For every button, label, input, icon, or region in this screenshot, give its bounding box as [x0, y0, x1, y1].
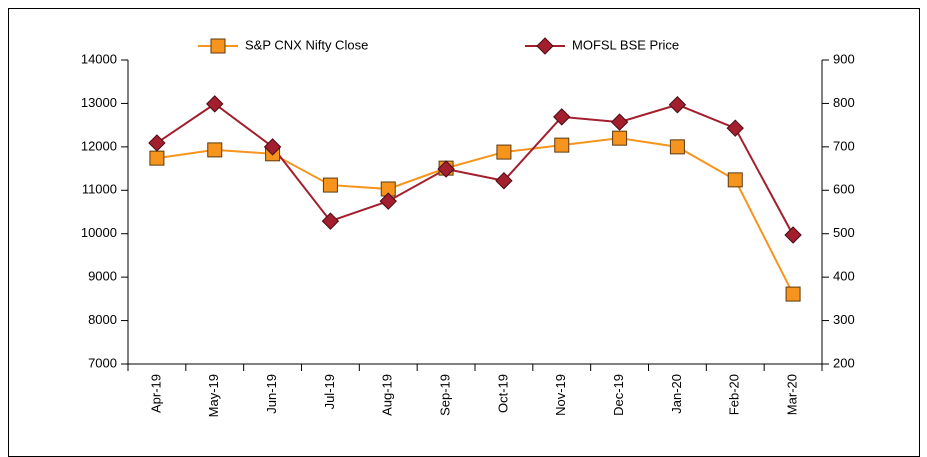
x-tick-label: Mar-20 — [785, 374, 800, 415]
data-point — [149, 150, 165, 166]
y2-tick-label: 500 — [833, 225, 855, 240]
data-point — [495, 172, 513, 190]
x-tick-label: Sep-19 — [438, 374, 453, 416]
y-tick-label: 14000 — [81, 51, 117, 66]
data-point — [669, 139, 685, 155]
data-point — [553, 108, 571, 126]
y2-tick-label: 900 — [833, 51, 855, 66]
y-tick-label: 9000 — [88, 269, 117, 284]
legend-marker — [210, 38, 226, 54]
data-point — [785, 286, 801, 302]
y-tick-label: 11000 — [82, 182, 117, 197]
series-line — [156, 102, 794, 236]
y2-tick-label: 200 — [833, 355, 855, 370]
x-tick-label: Dec-19 — [611, 374, 626, 416]
x-tick-label: Aug-19 — [380, 374, 395, 416]
data-point — [148, 134, 166, 152]
legend-label: MOFSL BSE Price — [572, 37, 679, 52]
data-point — [668, 96, 687, 114]
data-point — [263, 138, 282, 156]
data-point — [437, 160, 455, 178]
x-tick-label: Jul-19 — [322, 374, 337, 409]
y2-tick-label: 400 — [833, 269, 855, 284]
legend-label: S&P CNX Nifty Close — [245, 37, 368, 52]
y2-tick-label: 700 — [833, 138, 855, 153]
data-point — [610, 113, 629, 131]
data-point — [496, 144, 512, 160]
y2-tick-label: 800 — [833, 95, 855, 110]
y-tick-label: 12000 — [81, 138, 117, 153]
chart-frame — [8, 8, 920, 457]
x-tick-label: Jan-20 — [669, 374, 684, 414]
y-tick-label: 8000 — [88, 312, 117, 327]
y-tick-label: 7000 — [88, 355, 117, 370]
data-point — [322, 177, 338, 193]
legend-marker — [536, 37, 554, 55]
data-point — [321, 212, 340, 230]
x-tick-label: Nov-19 — [553, 374, 568, 416]
y2-tick-label: 600 — [833, 182, 855, 197]
series-line — [156, 137, 794, 295]
data-point — [207, 142, 223, 158]
x-tick-label: May-19 — [206, 374, 221, 417]
y2-tick-label: 300 — [833, 312, 855, 327]
data-point — [784, 226, 802, 244]
data-point — [554, 137, 570, 153]
data-point — [379, 192, 397, 210]
data-point — [727, 172, 743, 188]
x-tick-label: Oct-19 — [495, 374, 510, 413]
data-point — [206, 95, 224, 113]
x-tick-label: Jun-19 — [264, 374, 279, 414]
data-point — [726, 119, 744, 137]
y-tick-label: 10000 — [81, 225, 117, 240]
x-tick-label: Apr-19 — [148, 374, 163, 413]
y-tick-label: 13000 — [81, 95, 117, 110]
data-point — [612, 130, 628, 146]
x-tick-label: Feb-20 — [727, 374, 742, 415]
